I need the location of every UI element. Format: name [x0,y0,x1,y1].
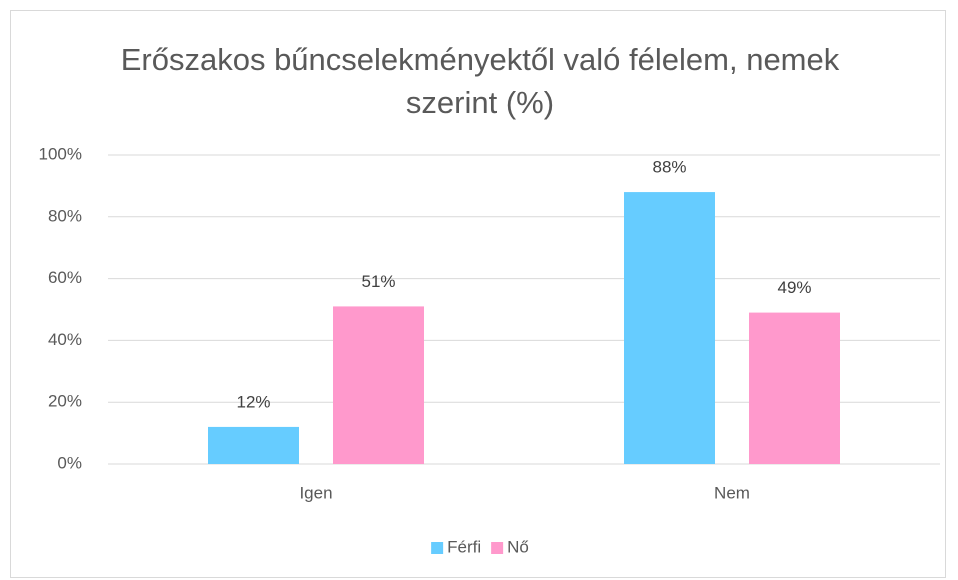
y-tick-label: 80% [48,206,82,225]
data-label: 12% [236,392,270,411]
legend-label: Nő [507,537,529,556]
data-label: 88% [652,158,686,177]
legend-label: Férfi [447,537,481,556]
y-tick-label: 100% [39,144,82,163]
bar [333,306,424,464]
data-label: 49% [777,278,811,297]
legend-swatch [431,542,444,554]
y-tick-label: 0% [57,453,82,472]
chart-title: Erőszakos bűncselekményektől való félele… [120,42,840,120]
y-tick-label: 40% [48,330,82,349]
data-label: 51% [361,272,395,291]
bar [749,312,840,464]
x-tick-label: Nem [714,483,750,502]
bar [624,192,715,464]
bar [208,426,299,464]
x-tick-label: Igen [299,483,332,502]
legend-swatch [491,542,504,554]
chart-frame [10,10,946,578]
y-tick-label: 20% [48,392,82,411]
y-tick-label: 60% [48,268,82,287]
